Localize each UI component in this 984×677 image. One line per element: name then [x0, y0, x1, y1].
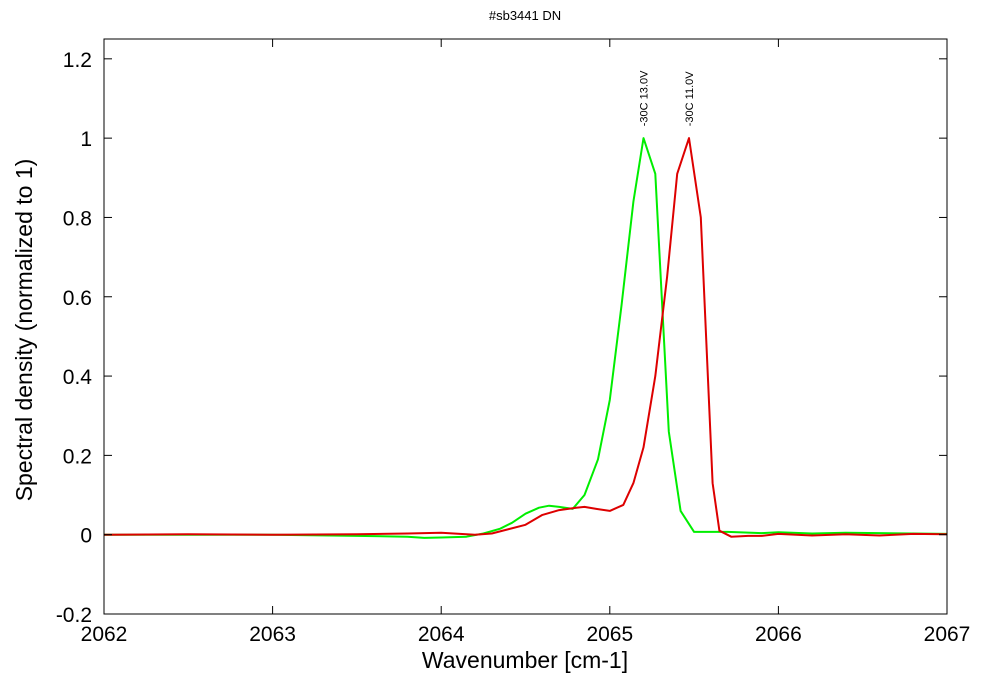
- x-tick-label: 2063: [249, 623, 296, 646]
- y-axis: -0.2 0 0.2 0.4 0.6 0.8 1 1.2: [56, 49, 947, 627]
- x-axis-label: Wavenumber [cm-1]: [422, 647, 628, 673]
- y-tick-label: 0.4: [63, 366, 93, 389]
- x-tick-label: 2062: [81, 623, 128, 646]
- y-tick-label: 0.6: [63, 287, 92, 310]
- peak-annotation-1: -30C 13.0V: [639, 70, 651, 126]
- series-line-2: [104, 137, 947, 538]
- peak-annotations: -30C 13.0V -30C 11.0V: [639, 70, 697, 126]
- y-tick-label: 0.2: [63, 445, 92, 468]
- y-tick-label: 1.2: [63, 49, 92, 72]
- x-tick-label: 2064: [418, 623, 465, 646]
- plot-frame: [103, 38, 948, 615]
- y-tick-label: -0.2: [56, 604, 92, 627]
- x-tick-label: 2067: [924, 623, 971, 646]
- y-tick-label: 1: [80, 128, 92, 151]
- series-line-1: [104, 137, 947, 539]
- y-tick-label: 0: [80, 525, 92, 548]
- chart-title: #sb3441 DN: [489, 8, 561, 23]
- y-tick-label: 0.8: [63, 207, 92, 230]
- peak-annotation-2: -30C 11.0V: [684, 71, 696, 126]
- x-tick-label: 2066: [755, 623, 802, 646]
- y-axis-label: Spectral density (normalized to 1): [11, 159, 37, 502]
- x-axis: 2062 2063 2064 2065 2066 2067: [81, 39, 971, 646]
- x-tick-label: 2065: [586, 623, 633, 646]
